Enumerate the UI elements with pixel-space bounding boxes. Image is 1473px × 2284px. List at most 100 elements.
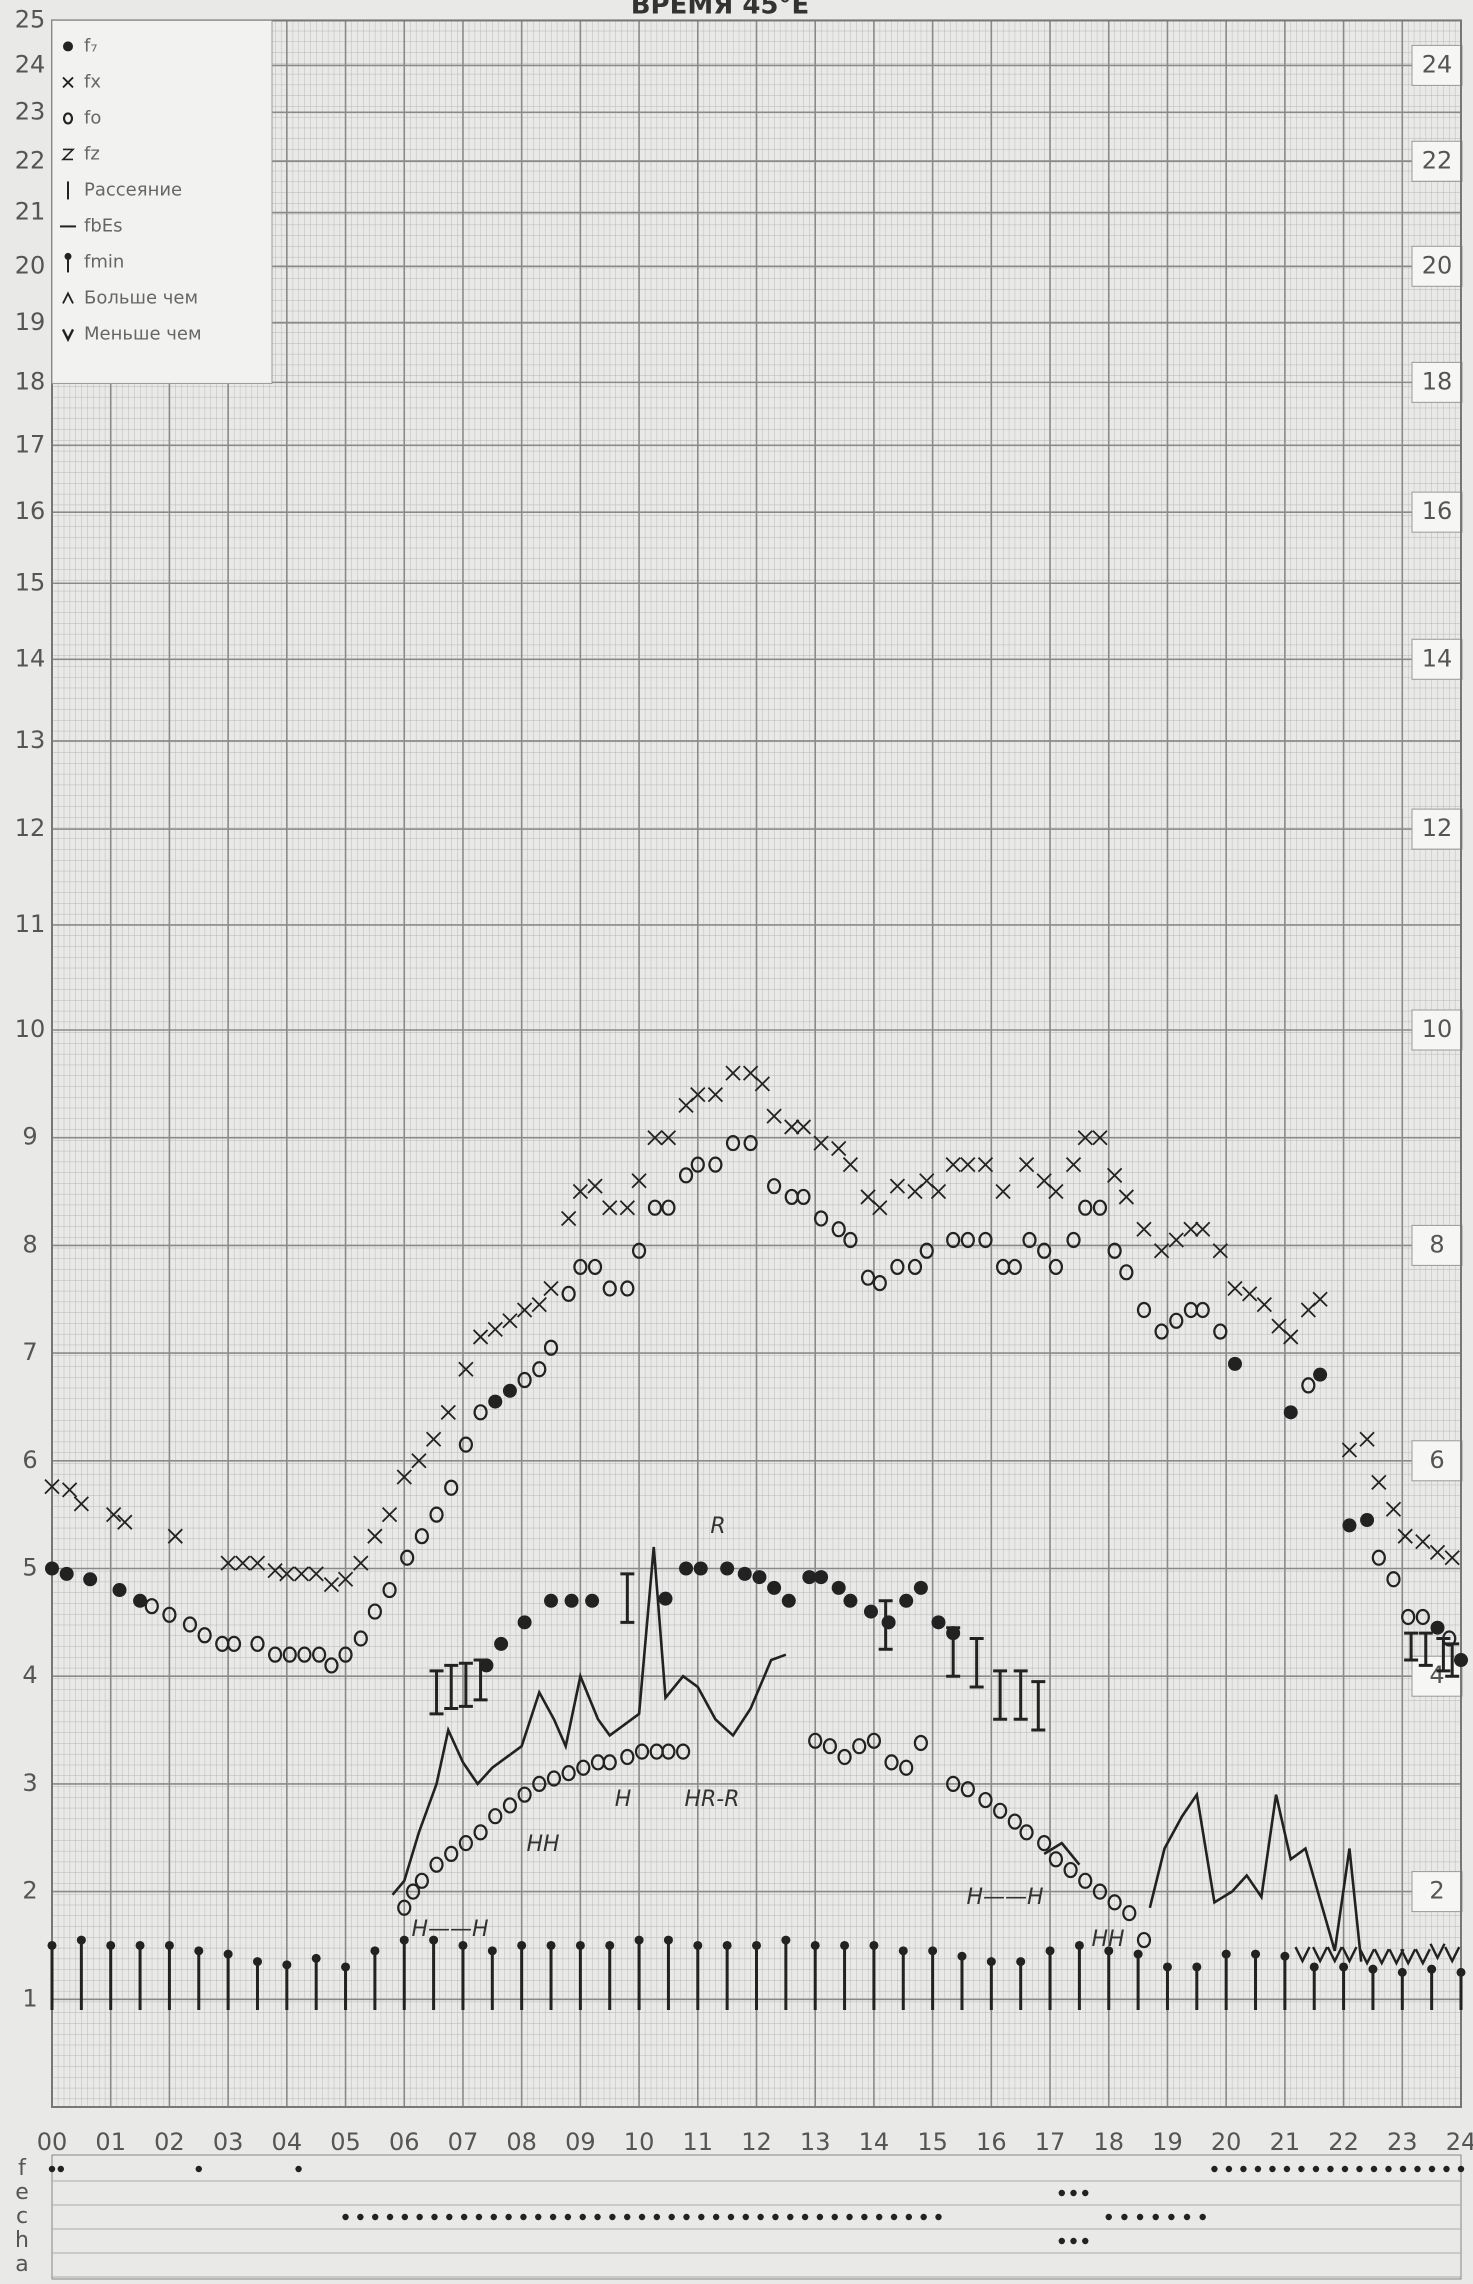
annotation: R	[710, 1514, 725, 1539]
point	[946, 1231, 961, 1249]
point	[411, 1453, 427, 1469]
point	[133, 1593, 148, 1608]
point	[889, 1178, 906, 1194]
strip-dot	[460, 2213, 468, 2221]
point	[83, 1572, 98, 1587]
scatter-range	[1404, 1631, 1419, 1662]
point	[488, 1808, 503, 1825]
strip-dot	[579, 2213, 586, 2221]
point	[429, 1506, 444, 1523]
fmin-dot	[341, 1962, 351, 1972]
point	[1078, 1872, 1093, 1889]
point	[1313, 1367, 1328, 1382]
point	[546, 1770, 562, 1787]
point	[1294, 1946, 1311, 1964]
point	[576, 1759, 591, 1776]
y-tick-label: 11	[15, 910, 46, 938]
x-tick-label: 11	[683, 2128, 714, 2156]
y-tick-label: 1	[22, 1984, 37, 2012]
point	[946, 1775, 961, 1793]
strip-dot	[1211, 2165, 1218, 2173]
fmin-dot	[517, 1940, 527, 1950]
y-tick-label: 18	[15, 367, 46, 395]
strip-dot	[623, 2213, 631, 2221]
point	[1312, 1291, 1328, 1307]
point	[1168, 1232, 1184, 1248]
x-tick-label: 18	[1093, 2128, 1124, 2156]
point	[440, 1404, 456, 1420]
point	[405, 1883, 421, 1900]
y-right-box	[1411, 1009, 1463, 1051]
point	[647, 1130, 663, 1146]
legend-label: fbEs	[84, 215, 123, 236]
scatter-range	[473, 1658, 488, 1702]
strip-dot	[1428, 2165, 1436, 2173]
strip-dot	[1240, 2165, 1247, 2173]
strip-dot	[1058, 2189, 1065, 2197]
point	[930, 1183, 947, 1200]
fmin-dot	[810, 1940, 820, 1950]
point	[543, 1280, 559, 1297]
point	[1227, 1356, 1242, 1371]
point	[479, 1658, 494, 1673]
fmin-dot	[106, 1940, 116, 1950]
strip-dot	[594, 2213, 601, 2221]
y-tick-label: 7	[22, 1338, 37, 1366]
y-tick-label: 19	[15, 308, 46, 336]
fmin-dot	[1133, 1949, 1143, 1959]
point	[397, 1899, 412, 1916]
point	[250, 1635, 265, 1652]
point	[1454, 1653, 1468, 1668]
point	[1118, 1189, 1134, 1205]
point	[977, 1156, 994, 1173]
y-right-box	[1411, 808, 1463, 850]
fmin-dot	[722, 1940, 732, 1950]
point	[661, 1743, 676, 1760]
x-tick-label: 22	[1328, 2128, 1359, 2156]
point	[658, 1591, 673, 1606]
point	[1195, 1221, 1211, 1237]
x-tick-label: 12	[741, 2128, 772, 2156]
y-right-tick-label: 10	[1422, 1015, 1453, 1043]
point	[1107, 1242, 1122, 1259]
legend-box	[51, 19, 273, 384]
strip-span	[195, 2165, 202, 2173]
fmin-dot	[194, 1946, 204, 1956]
y-tick-label: 2	[22, 1877, 37, 1905]
fmin-dot	[693, 1940, 703, 1950]
point	[1256, 1297, 1272, 1313]
point	[297, 1646, 312, 1663]
point	[1106, 1167, 1123, 1184]
point	[1371, 1474, 1387, 1490]
point	[619, 1200, 635, 1216]
y-right-tick-label: 6	[1429, 1446, 1444, 1474]
strip-dot	[816, 2213, 824, 2221]
fmin-dot	[458, 1940, 468, 1950]
point	[400, 1549, 415, 1566]
strip-dot	[683, 2213, 690, 2221]
point	[690, 1086, 706, 1103]
legend-label: fmin	[84, 251, 124, 272]
legend-marker	[61, 328, 75, 343]
fmin-dot	[1280, 1951, 1290, 1961]
strip-label: c	[16, 2204, 28, 2229]
strip-dot	[757, 2213, 764, 2221]
x-tick-label: 17	[1035, 2128, 1066, 2156]
strip-span	[342, 2213, 942, 2221]
point	[337, 1571, 354, 1587]
point	[1136, 1221, 1152, 1237]
strip-dot	[1370, 2165, 1378, 2173]
point	[1326, 1946, 1343, 1964]
scatter-range	[429, 1669, 444, 1716]
point	[226, 1635, 242, 1652]
x-tick-label: 05	[330, 2128, 361, 2156]
strip-dot	[876, 2213, 883, 2221]
point	[752, 1570, 767, 1585]
point	[978, 1231, 993, 1249]
point	[872, 1274, 887, 1292]
x-tick-label: 01	[95, 2128, 126, 2156]
fmin-dot	[1045, 1946, 1055, 1956]
point	[837, 1748, 852, 1766]
point	[543, 1339, 559, 1356]
strip-dot	[1168, 2213, 1175, 2221]
